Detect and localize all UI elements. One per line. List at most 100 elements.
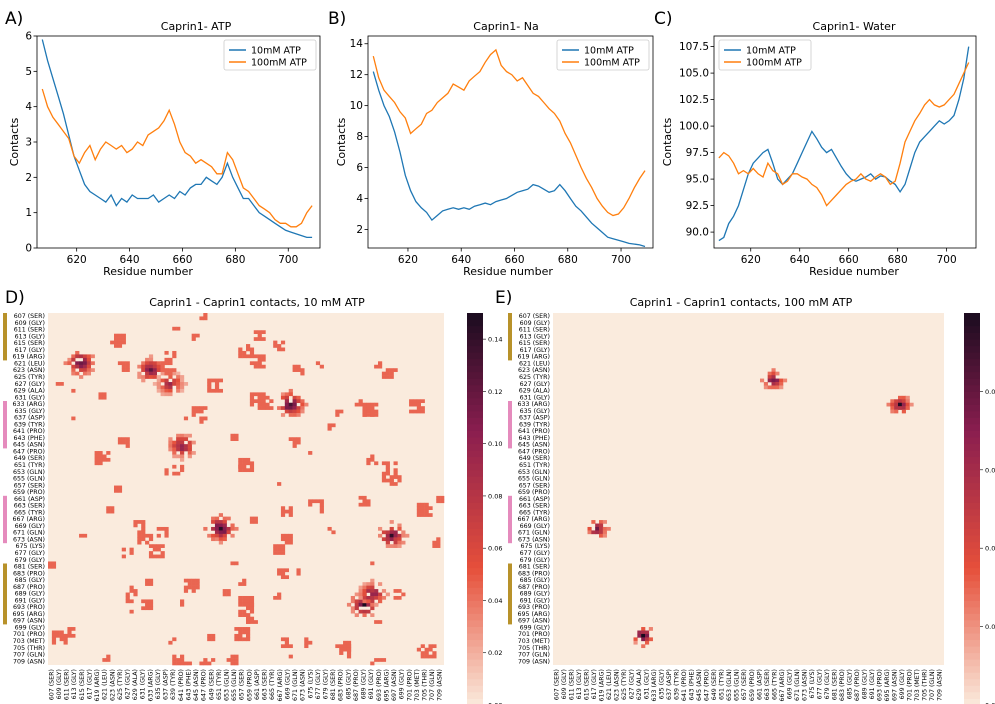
heatmap-cell: [894, 409, 899, 414]
y-residue-label: 619 (ARG): [13, 354, 46, 361]
heatmap-cell: [137, 364, 142, 369]
x-residue-label: 705 (THR): [922, 669, 929, 701]
heatmap-cell: [145, 578, 150, 583]
heatmap-cell: [277, 406, 282, 410]
heatmap-cell: [370, 585, 375, 590]
colorbar-segment: [467, 339, 483, 347]
heatmap-cell: [164, 385, 169, 390]
heatmap-cell: [246, 633, 251, 638]
heatmap-cell: [366, 457, 371, 462]
y-residue-label: 705 (THR): [13, 645, 45, 652]
heatmap-cell: [238, 637, 243, 642]
heatmap-cell: [300, 406, 305, 410]
heatmap-cell: [327, 426, 332, 431]
heatmap-cell: [230, 523, 235, 528]
heatmap-cell: [211, 533, 216, 538]
heatmap-cell: [141, 606, 146, 611]
heatmap-cell: [183, 661, 189, 666]
colorbar-segment: [467, 633, 483, 641]
y-residue-label: 655 (GLN): [518, 476, 550, 483]
y-residue-label: 651 (TYR): [519, 462, 550, 469]
colorbar-tick-label: 0.02: [985, 545, 995, 553]
colorbar-segment: [467, 548, 483, 556]
heatmap-cell: [214, 388, 220, 393]
heatmap-cell: [436, 540, 441, 545]
heatmap-cell: [152, 364, 157, 369]
heatmap-cell: [346, 654, 352, 659]
heatmap-cell: [397, 589, 402, 593]
colorbar-tick-label: 0.01: [985, 623, 995, 631]
heatmap-cell: [79, 361, 84, 366]
heatmap-cell: [145, 533, 150, 538]
heatmap-cell: [358, 599, 363, 604]
heatmap-cell: [156, 526, 161, 531]
heatmap-cell: [346, 640, 352, 645]
colorbar-segment: [467, 574, 483, 582]
heatmap-cell: [191, 440, 196, 445]
colorbar-segment: [467, 691, 483, 699]
x-residue-label: 625 (TYR): [117, 669, 124, 700]
heatmap-cell: [211, 658, 216, 662]
heatmap-cell: [277, 595, 282, 600]
heatmap-cell: [288, 388, 293, 393]
heatmap-cell: [385, 530, 390, 535]
heatmap-cell: [354, 602, 359, 607]
heatmap-cell: [234, 433, 239, 438]
heatmap-cell: [292, 399, 297, 404]
heatmap-cell: [164, 378, 169, 383]
heatmap-cell: [257, 354, 262, 359]
x-tick-label: 640: [120, 254, 140, 266]
heatmap-cell: [218, 378, 223, 383]
y-residue-label: 693 (PRO): [518, 604, 550, 611]
heatmap-cell: [145, 599, 150, 604]
x-tick-label: 700: [937, 254, 957, 266]
heatmap-cell: [242, 464, 247, 469]
heatmap-cell: [156, 533, 161, 538]
x-axis-label-na: Residue number: [463, 265, 553, 278]
y-residue-label: 699 (GLY): [520, 625, 550, 632]
y-tick-label: 4: [356, 193, 363, 205]
heatmap-cell: [238, 599, 243, 604]
heatmap-cell: [284, 395, 289, 400]
x-residue-label: 623 (ASN): [109, 669, 116, 701]
heatmap-cell: [362, 595, 367, 600]
heatmap-cell: [385, 544, 390, 548]
x-residue-label: 659 (PRO): [246, 669, 253, 701]
heatmap-cell: [595, 526, 600, 531]
heatmap-cell: [59, 633, 64, 638]
series-line-10mm: [372, 71, 646, 248]
heatmap-cell: [242, 637, 247, 642]
heatmap-cell: [362, 582, 367, 586]
heatmap-cell: [176, 658, 181, 662]
heatmap-cell: [319, 364, 324, 369]
heatmap-cell: [246, 344, 251, 348]
x-residue-label: 617 (GLY): [86, 669, 93, 699]
heatmap-cell: [214, 378, 220, 383]
y-residue-label: 709 (ASN): [13, 658, 45, 665]
heatmap-cell: [381, 475, 387, 479]
colorbar-segment: [467, 378, 483, 386]
colorbar-segment: [467, 450, 483, 458]
heatmap-cell: [246, 616, 251, 621]
heatmap-cell: [257, 364, 262, 369]
colorbar-tick-label: 0.06: [488, 545, 502, 553]
heatmap-cell: [389, 375, 394, 379]
heatmap-cell: [141, 375, 146, 379]
heatmap-cell: [242, 468, 247, 473]
y-residue-label: 709 (ASN): [518, 658, 550, 665]
y-residue-label: 685 (GLY): [15, 577, 45, 584]
heatmap-cell: [141, 537, 146, 542]
heatmap-cell: [79, 533, 84, 538]
heatmap-cell: [273, 544, 278, 548]
x-residue-label: 707 (GLN): [429, 669, 436, 701]
heatmap-cell: [771, 378, 776, 383]
colorbar-segment: [964, 384, 980, 392]
heatmap-cell: [164, 350, 169, 355]
colorbar-segment: [964, 482, 980, 490]
heatmap-cell: [238, 350, 243, 355]
heatmap-cell: [187, 440, 192, 445]
heatmap-title-100mm: Caprin1 - Caprin1 contacts, 100 mM ATP: [630, 296, 853, 309]
heatmap-cell: [606, 526, 611, 531]
heatmap-cell: [366, 609, 371, 614]
heatmap-cell: [261, 402, 266, 407]
